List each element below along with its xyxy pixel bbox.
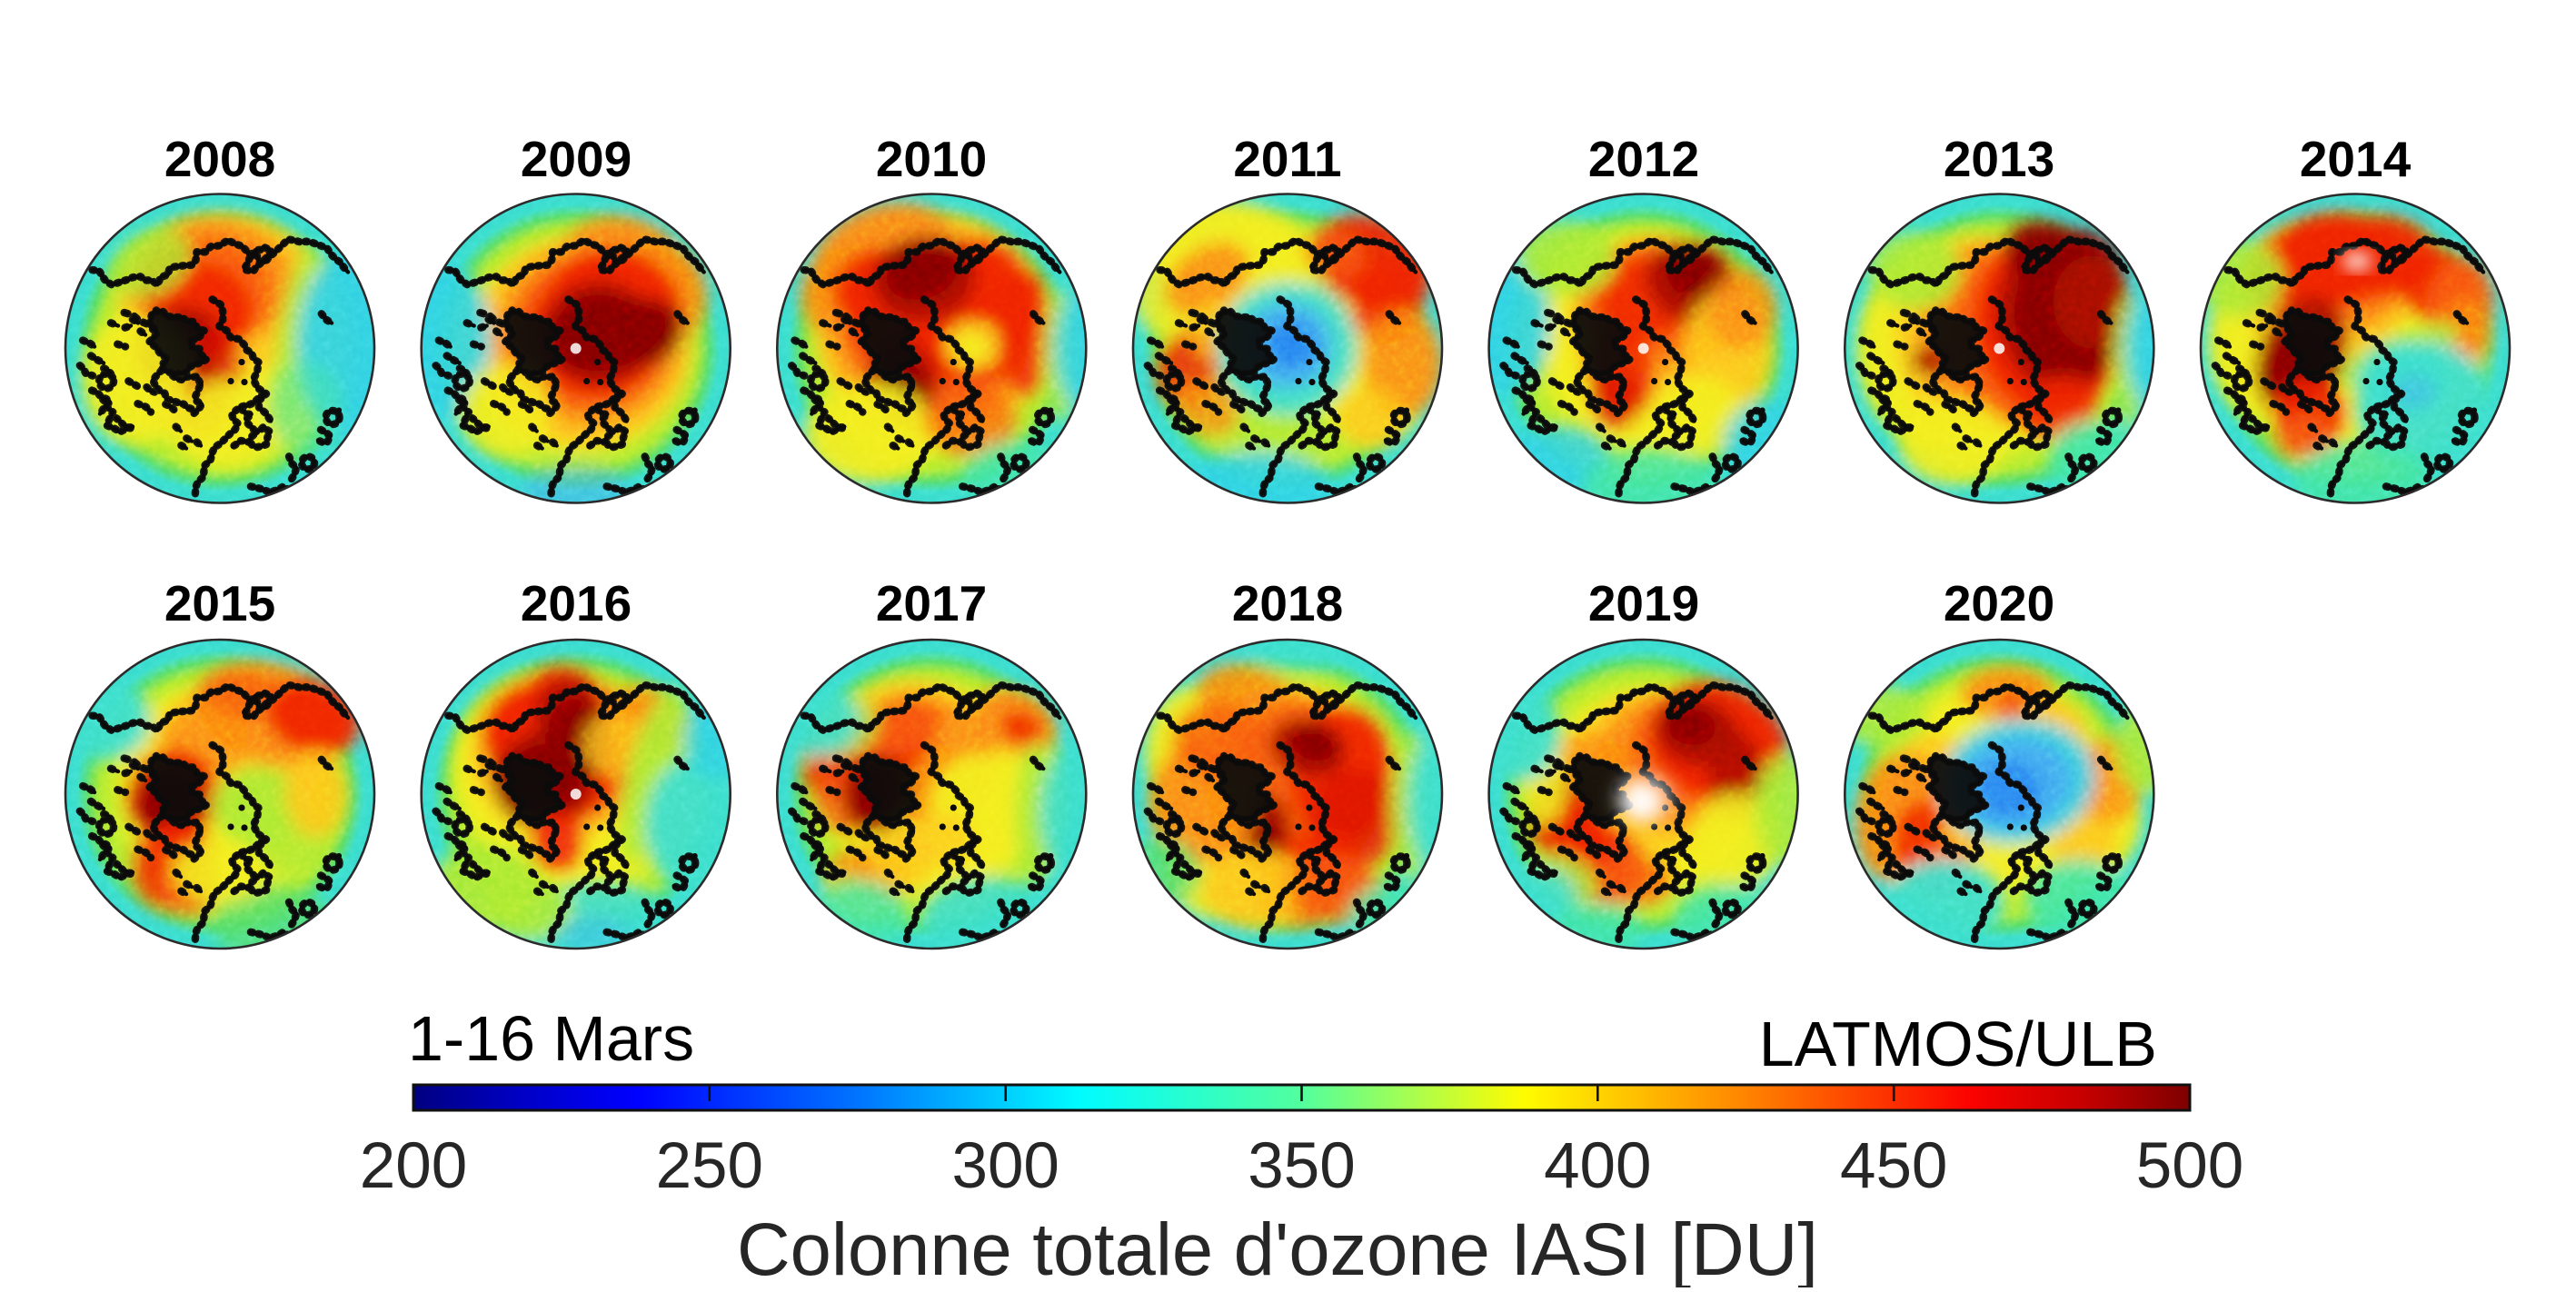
svg-text:2014: 2014 — [2300, 131, 2412, 187]
svg-text:2016: 2016 — [521, 575, 632, 631]
svg-text:2018: 2018 — [1232, 575, 1343, 631]
svg-text:Colonne totale d'ozone IASI [D: Colonne totale d'ozone IASI [DU] — [737, 1208, 1818, 1287]
svg-text:300: 300 — [951, 1130, 1059, 1202]
svg-text:500: 500 — [2136, 1130, 2243, 1202]
svg-text:2015: 2015 — [164, 575, 275, 631]
svg-text:1-16 Mars: 1-16 Mars — [408, 1003, 694, 1074]
svg-text:2020: 2020 — [1944, 575, 2054, 631]
svg-text:2009: 2009 — [521, 131, 632, 187]
svg-text:400: 400 — [1544, 1130, 1651, 1202]
svg-text:LATMOS/ULB: LATMOS/ULB — [1759, 1009, 2157, 1079]
svg-text:2017: 2017 — [876, 575, 987, 631]
svg-text:2013: 2013 — [1944, 131, 2054, 187]
svg-text:250: 250 — [656, 1130, 763, 1202]
svg-text:2019: 2019 — [1588, 575, 1699, 631]
svg-text:2010: 2010 — [876, 131, 987, 187]
svg-text:450: 450 — [1840, 1130, 1947, 1202]
svg-text:200: 200 — [360, 1130, 467, 1202]
svg-text:2008: 2008 — [164, 131, 275, 187]
svg-text:2011: 2011 — [1233, 131, 1341, 187]
svg-text:350: 350 — [1248, 1130, 1355, 1202]
svg-text:2012: 2012 — [1588, 131, 1699, 187]
